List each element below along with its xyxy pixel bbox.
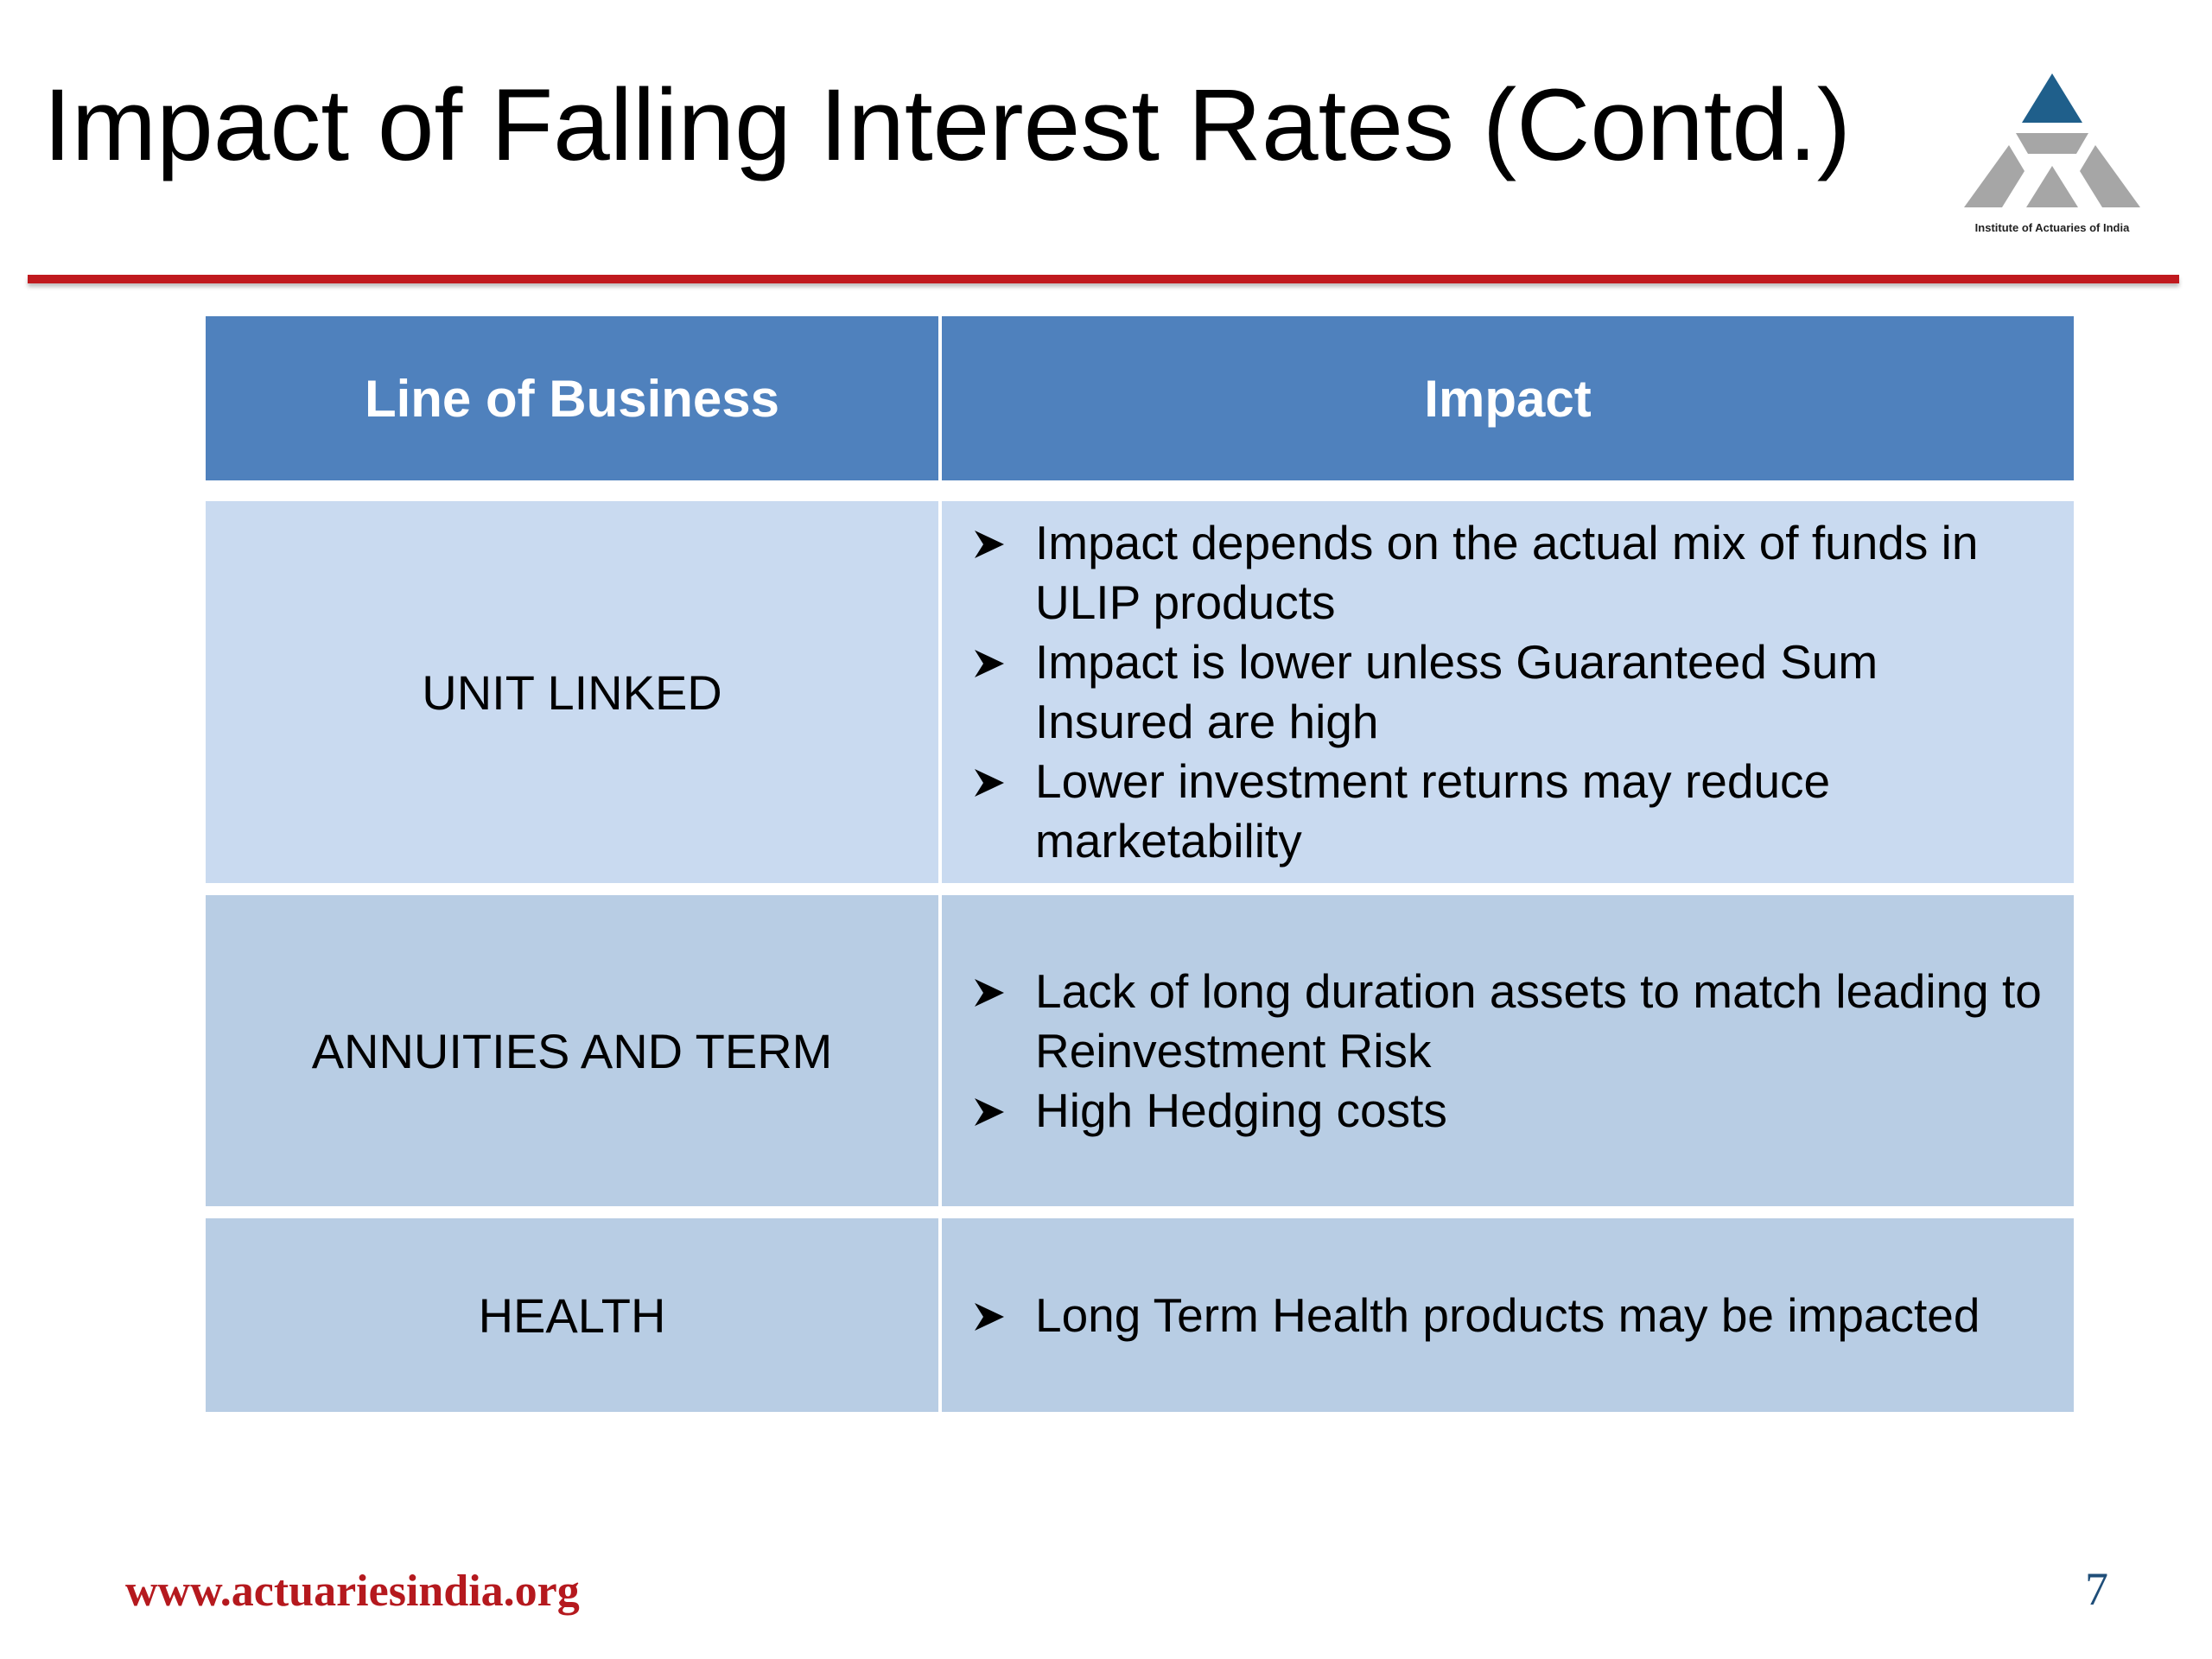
row-health-lob: HEALTH — [206, 1210, 942, 1415]
actuaries-logo-icon — [1964, 73, 2140, 207]
arrowhead-bullet-icon — [975, 769, 1004, 797]
impact-text: Impact is lower unless Guaranteed Sum In… — [1035, 635, 1878, 748]
impact-text: High Hedging costs — [1035, 1083, 1447, 1137]
row-health-impact: Long Term Health products may be impacte… — [942, 1210, 2074, 1415]
arrowhead-bullet-icon — [975, 1302, 1004, 1331]
arrowhead-bullet-icon — [975, 650, 1004, 677]
header-impact: Impact — [942, 316, 2074, 501]
impact-text: Impact depends on the actual mix of fund… — [1035, 516, 1979, 629]
list-item: Impact depends on the actual mix of fund… — [968, 513, 2048, 632]
row-annuities-term-impact: Lack of long duration assets to match le… — [942, 887, 2074, 1210]
impact-list: Long Term Health products may be impacte… — [968, 1286, 1980, 1345]
list-item: Lower investment returns may reduce mark… — [968, 752, 2048, 871]
row-annuities-term-lob: ANNUITIES AND TERM — [206, 887, 942, 1210]
impact-list: Impact depends on the actual mix of fund… — [968, 513, 2048, 871]
list-item: Long Term Health products may be impacte… — [968, 1286, 1980, 1345]
header-line-of-business: Line of Business — [206, 316, 942, 501]
list-item: High Hedging costs — [968, 1081, 2048, 1141]
row-unit-linked-impact: Impact depends on the actual mix of fund… — [942, 501, 2074, 887]
page-number: 7 — [2085, 1563, 2108, 1615]
arrowhead-bullet-icon — [975, 978, 1004, 1007]
title-divider — [28, 275, 2179, 283]
row-unit-linked-lob: UNIT LINKED — [206, 501, 942, 887]
slide-title: Impact of Falling Interest Rates (Contd.… — [43, 68, 1852, 182]
impact-list: Lack of long duration assets to match le… — [968, 962, 2048, 1141]
arrowhead-bullet-icon — [975, 1097, 1004, 1126]
impact-text: Lower investment returns may reduce mark… — [1035, 754, 1831, 868]
footer-website-link[interactable]: www.actuariesindia.org — [125, 1567, 580, 1616]
list-item: Lack of long duration assets to match le… — [968, 962, 2048, 1081]
impact-text: Long Term Health products may be impacte… — [1035, 1287, 1980, 1342]
list-item: Impact is lower unless Guaranteed Sum In… — [968, 632, 2048, 752]
impact-text: Lack of long duration assets to match le… — [1035, 963, 2042, 1077]
impact-table: Line of Business Impact UNIT LINKED Impa… — [206, 316, 2074, 1415]
logo-caption: Institute of Actuaries of India — [1974, 221, 2130, 234]
arrowhead-bullet-icon — [975, 531, 1004, 558]
institute-logo: Institute of Actuaries of India — [1940, 69, 2164, 242]
